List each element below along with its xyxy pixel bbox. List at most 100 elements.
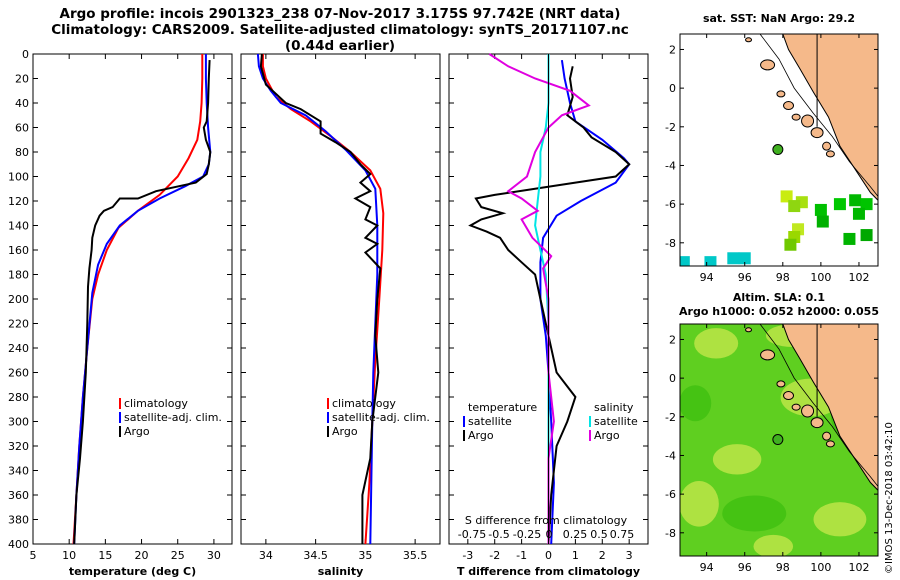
sla-map-plot-area xyxy=(680,324,878,556)
depth-tick-label: 400 xyxy=(8,538,29,551)
depth-tick-label: 140 xyxy=(8,220,29,233)
difference-xlabel: T difference from climatology xyxy=(457,565,640,578)
salinity-difference-tick-label: 0.5 xyxy=(590,528,608,541)
sla-map-xtick-label: 100 xyxy=(810,561,831,574)
depth-tick-label: 240 xyxy=(8,342,29,355)
depth-tick-label: 0 xyxy=(22,48,29,61)
island xyxy=(810,417,824,429)
sla-low-anomaly-patch xyxy=(680,385,712,422)
sst-map-ytick-label: -6 xyxy=(665,198,676,211)
island xyxy=(801,404,815,418)
sst-map-xtick-label: 102 xyxy=(848,271,869,284)
difference-xtick-label: 1 xyxy=(572,549,579,562)
temperature-series-satellite-adj-clim- xyxy=(73,54,212,545)
island xyxy=(745,37,753,43)
island xyxy=(822,141,832,151)
sst-pixel xyxy=(784,238,797,251)
temperature-xtick-label: 15 xyxy=(98,549,112,562)
difference-legend-temp-label: Argo xyxy=(468,429,494,442)
sla-map-ytick-label: -4 xyxy=(665,449,676,462)
island xyxy=(783,101,795,111)
difference-legend-salinity-title: salinity xyxy=(594,401,634,414)
sst-map-sumatra-land xyxy=(782,34,878,201)
sst-pixel xyxy=(816,215,829,228)
island xyxy=(783,391,795,401)
sla-high-anomaly-patch xyxy=(712,444,762,475)
salinity-difference-axis-label: S difference from climatology xyxy=(465,514,628,527)
depth-tick-label: 340 xyxy=(8,465,29,478)
sla-map-ytick-label: 2 xyxy=(669,333,676,346)
sst-pixel xyxy=(738,252,751,265)
sst-map-ytick-label: 0 xyxy=(669,82,676,95)
sst-map-ytick-label: -8 xyxy=(665,237,676,250)
sst-map-ytick-label: -4 xyxy=(665,159,676,172)
salinity-difference-tick-label: -0.75 xyxy=(458,528,486,541)
sla-map-xtick-label: 96 xyxy=(738,561,752,574)
title-line-1: Argo profile: incois 2901323_238 07-Nov-… xyxy=(59,6,621,22)
sst-map-xtick-label: 100 xyxy=(810,271,831,284)
imos-watermark: ©IMOS 13-Dec-2018 03:42:10 xyxy=(884,422,895,574)
depth-tick-label: 40 xyxy=(15,97,29,110)
salinity-xtick-label: 34.5 xyxy=(303,549,328,562)
salinity-xtick-label: 34 xyxy=(259,549,273,562)
bathymetry-contour xyxy=(759,324,878,487)
salinity-axes-frame xyxy=(240,53,441,545)
temperature-xlabel: temperature (deg C) xyxy=(69,565,196,578)
difference-legend-temperature-title: temperature xyxy=(468,401,537,414)
depth-tick-label: 300 xyxy=(8,416,29,429)
sla-high-anomaly-patch xyxy=(813,502,867,537)
difference-xtick-label: 3 xyxy=(626,549,633,562)
temperature-series-argo xyxy=(73,60,212,545)
temperature-series-climatology xyxy=(72,54,204,545)
temperature-legend-label: Argo xyxy=(124,425,150,438)
difference-legend-temp-label: satellite xyxy=(468,415,512,428)
difference-xtick-label: 2 xyxy=(599,549,606,562)
sla-low-anomaly-patch xyxy=(722,495,787,532)
salinity-difference-tick-label: -0.25 xyxy=(513,528,541,541)
salinity-legend-label: Argo xyxy=(332,425,358,438)
difference-xtick-label: -1 xyxy=(516,549,527,562)
sst-pixel xyxy=(849,194,862,207)
sst-pixel xyxy=(843,232,856,245)
sst-map-xtick-label: 98 xyxy=(776,271,790,284)
sst-pixel xyxy=(727,252,740,265)
depth-tick-label: 100 xyxy=(8,171,29,184)
sla-map-ytick-label: -2 xyxy=(665,411,676,424)
temperature-legend-label: satellite-adj. clim. xyxy=(124,411,222,424)
sst-pixel xyxy=(860,198,873,211)
sla-high-anomaly-patch xyxy=(753,534,794,556)
salinity-series-argo xyxy=(259,53,382,544)
depth-tick-label: 180 xyxy=(8,269,29,282)
sst-pixel xyxy=(860,229,873,242)
temperature-legend-label: climatology xyxy=(124,397,188,410)
sla-map-frame xyxy=(679,323,879,557)
sst-map-ytick-label: -2 xyxy=(665,121,676,134)
island xyxy=(801,114,815,128)
sst-map-xtick-label: 96 xyxy=(738,271,752,284)
salinity-legend-label: climatology xyxy=(332,397,396,410)
sla-map-xtick-label: 94 xyxy=(700,561,714,574)
salinity-difference-tick-label: 0.25 xyxy=(563,528,588,541)
sla-map-sumatra-land xyxy=(782,324,878,491)
island xyxy=(760,349,776,361)
depth-tick-label: 60 xyxy=(15,122,29,135)
difference-legend-sal-label: satellite xyxy=(594,415,638,428)
temperature-xtick-label: 20 xyxy=(135,549,149,562)
island xyxy=(825,440,835,448)
island xyxy=(745,327,753,333)
depth-tick-label: 80 xyxy=(15,146,29,159)
salinity-difference-tick-label: 0 xyxy=(546,528,553,541)
salinity-difference-tick-label: 0.75 xyxy=(610,528,635,541)
sst-pixel xyxy=(780,190,793,203)
depth-tick-label: 220 xyxy=(8,318,29,331)
difference-series-t-argo xyxy=(468,66,631,545)
depth-tick-label: 120 xyxy=(8,195,29,208)
sst-pixel xyxy=(788,200,801,213)
island xyxy=(776,380,786,388)
difference-xtick-label: -3 xyxy=(462,549,473,562)
title-line-2: Climatology: CARS2009. Satellite-adjuste… xyxy=(51,22,629,54)
sst-map-frame xyxy=(679,33,879,267)
sst-pixel xyxy=(680,256,690,266)
bathymetry-contour xyxy=(759,34,878,197)
depth-tick-label: 260 xyxy=(8,367,29,380)
